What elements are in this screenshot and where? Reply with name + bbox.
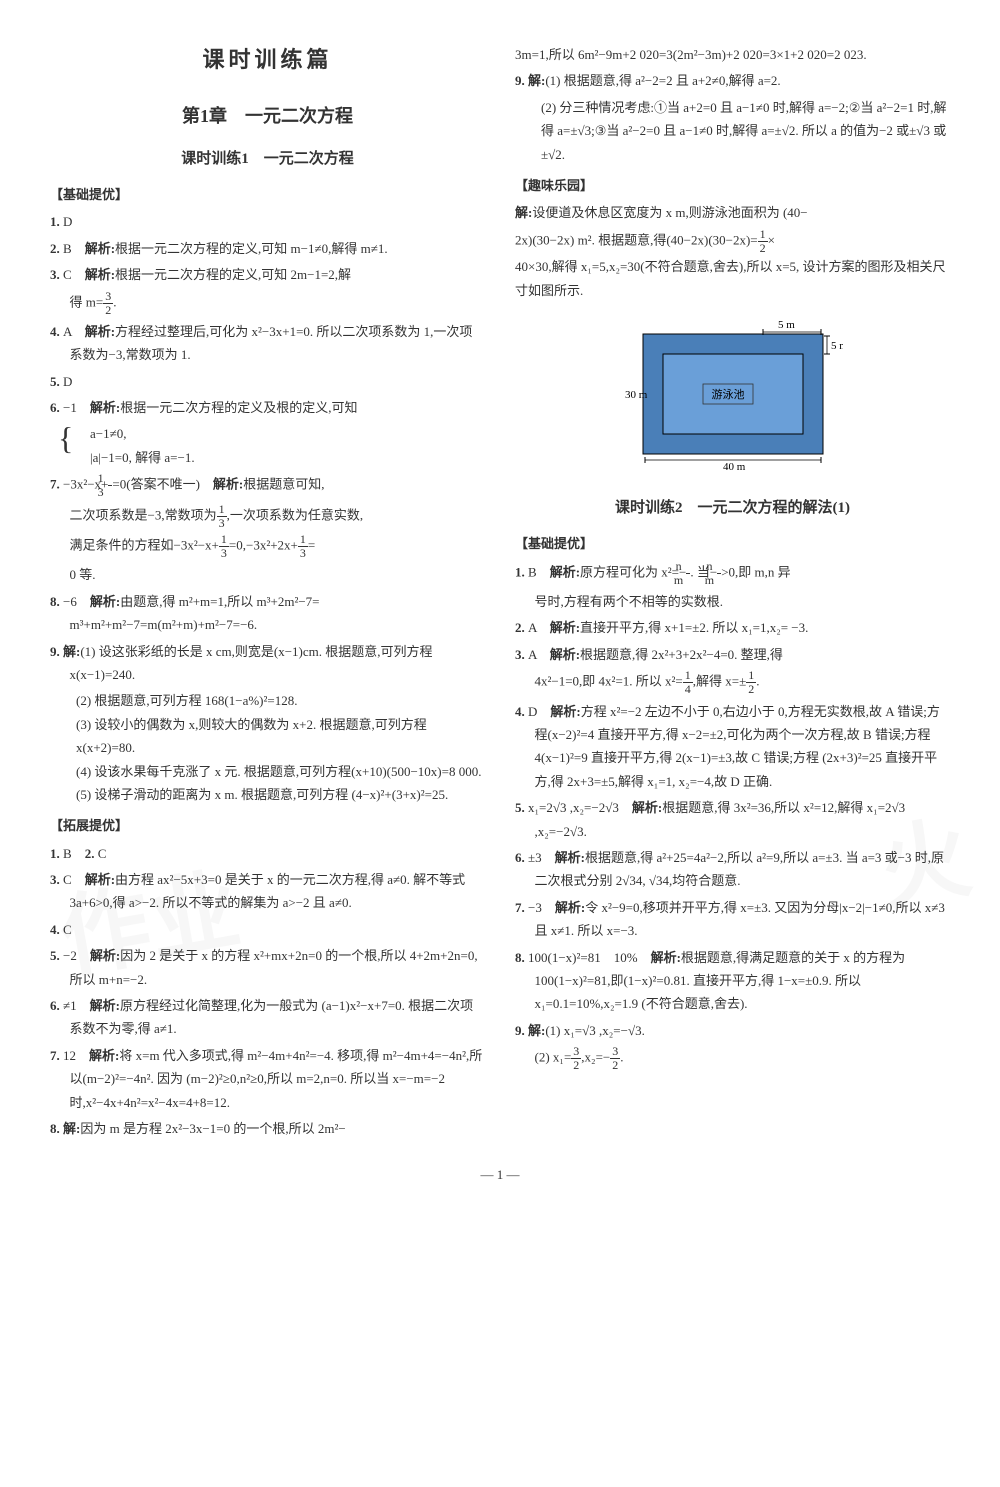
q8: 8. −6 解析:由题意,得 m²+m=1,所以 m³+2m²−7= m³+m²… — [50, 590, 485, 637]
quwei: 解:设便道及休息区宽度为 x m,则游泳池面积为 (40− — [515, 201, 950, 224]
q3-ans: C — [63, 267, 72, 282]
q4-jx: 方程经过整理后,可化为 x²−3x+1=0. 所以二次项系数为 1,一次项系数为… — [70, 324, 473, 362]
diag-top-label: 5 m — [778, 319, 795, 331]
j-q3: 3. A 解析:根据题意,得 2x²+3+2x²−4=0. 整理,得 — [515, 643, 950, 666]
section-jichu: 【基础提优】 — [50, 183, 485, 206]
pool-label: 游泳池 — [711, 387, 744, 401]
pool-diagram: 游泳池 5 m 5 m 30 m 40 m — [623, 314, 843, 481]
j-q8: 8. 100(1−x)²=81 10% 解析:根据题意,得满足题意的关于 x 的… — [515, 946, 950, 1016]
q1: 1. D — [50, 210, 485, 233]
q2-ans: B — [63, 241, 72, 256]
left-column: 课时训练篇 第1章 一元二次方程 课时训练1 一元二次方程 【基础提优】 1. … — [50, 40, 485, 1143]
q2-jx: 根据一元二次方程的定义,可知 m−1≠0,解得 m≠1. — [115, 241, 388, 256]
q6: 6. −1 解析:根据一元二次方程的定义及根的定义,可知 — [50, 396, 485, 419]
j-q6: 6. ±3 解析:根据题意,得 a²+25=4a²−2,所以 a²=9,所以 a… — [515, 846, 950, 893]
lesson-title-1: 课时训练1 一元二次方程 — [50, 146, 485, 173]
chapter-title: 第1章 一元二次方程 — [50, 100, 485, 132]
section-tuozhan: 【拓展提优】 — [50, 814, 485, 837]
q6-sys1: a−1≠0, — [90, 422, 485, 445]
t1: 1. B 2. C — [50, 842, 485, 865]
t8-cont: 3m=1,所以 6m²−9m+2 020=3(2m²−3m)+2 020=3×1… — [515, 43, 950, 66]
q3: 3. C 解析:根据一元二次方程的定义,可知 2m−1=2,解 — [50, 263, 485, 286]
section-jichu-2: 【基础提优】 — [515, 532, 950, 555]
q3-jx-a: 根据一元二次方程的定义,可知 2m−1=2,解 — [115, 267, 351, 282]
page-number: — 1 — — [50, 1163, 950, 1186]
j-q1-l2: 号时,方程有两个不相等的实数根. — [515, 590, 950, 613]
q3-line2: 得 m=32. — [50, 290, 485, 317]
r-q9: 9. 解:(1) 根据题意,得 a²−2=2 且 a+2≠0,解得 a=2. — [515, 69, 950, 92]
q5: 5. D — [50, 370, 485, 393]
frac-3-2: 32 — [103, 290, 113, 317]
section-quwei: 【趣味乐园】 — [515, 174, 950, 197]
q1-ans: D — [63, 214, 72, 229]
q7: 7. −3x²−x+13=0(答案不唯一) 解析:根据题意可知, — [50, 472, 485, 499]
j-q7: 7. −3 解析:令 x²−9=0,移项并开平方,得 x=±3. 又因为分母|x… — [515, 896, 950, 943]
q7-ans-b: =0(答案不唯一) — [112, 477, 200, 492]
q6-ans: −1 — [63, 400, 77, 415]
r-q9-2: (2) 分三种情况考虑:①当 a+2=0 且 a−1≠0 时,解得 a=−2;②… — [515, 96, 950, 166]
j-q1: 1. B 解析:原方程可化为 x²=−nm. 当−nm>0,即 m,n 异 — [515, 560, 950, 587]
diag-bottom-label: 40 m — [723, 461, 746, 473]
right-column: 3m=1,所以 6m²−9m+2 020=3(2m²−3m)+2 020=3×1… — [515, 40, 950, 1143]
diag-left-label: 30 m — [625, 389, 648, 401]
t8: 8. 解:因为 m 是方程 2x²−3x−1=0 的一个根,所以 2m²− — [50, 1117, 485, 1140]
t4: 4. C — [50, 918, 485, 941]
q6-system: a−1≠0, |a|−1=0, 解得 a=−1. — [63, 422, 485, 469]
q4-ans: A — [63, 324, 72, 339]
q9-4: (4) 设该水果每千克涨了 x 元. 根据题意,可列方程(x+10)(500−1… — [50, 760, 485, 783]
q2: 2. B 解析:根据一元二次方程的定义,可知 m−1≠0,解得 m≠1. — [50, 237, 485, 260]
j-q3-l2: 4x²−1=0,即 4x²=1. 所以 x²=14,解得 x=±12. — [515, 669, 950, 696]
t3: 3. C 解析:由方程 ax²−5x+3=0 是关于 x 的一元二次方程,得 a… — [50, 868, 485, 915]
diag-right-label: 5 m — [831, 340, 843, 352]
q9-3: (3) 设较小的偶数为 x,则较大的偶数为 x+2. 根据题意,可列方程 x(x… — [50, 713, 485, 760]
q8-ans: −6 — [63, 594, 77, 609]
t6: 6. ≠1 解析:原方程经过化简整理,化为一般式为 (a−1)x²−x+7=0.… — [50, 994, 485, 1041]
j-q5: 5. x₁=2√3 ,x₂=−2√3 解析:根据题意,得 3x²=36,所以 x… — [515, 796, 950, 843]
q9-5: (5) 设梯子滑动的距离为 x m. 根据题意,可列方程 (4−x)²+(3+x… — [50, 783, 485, 806]
q9-1: (1) 设这张彩纸的长是 x cm,则宽是(x−1)cm. 根据题意,可列方程 … — [70, 644, 433, 682]
jie-label: 解: — [63, 644, 80, 659]
q5-ans: D — [63, 374, 72, 389]
q9-2: (2) 根据题意,可列方程 168(1−a%)²=128. — [50, 689, 485, 712]
q6-tail: 解得 a=−1. — [135, 450, 194, 465]
lesson-title-2: 课时训练2 一元二次方程的解法(1) — [515, 495, 950, 522]
t5: 5. −2 解析:因为 2 是关于 x 的方程 x²+mx+2n=0 的一个根,… — [50, 944, 485, 991]
q7-l2: 二次项系数是−3,常数项为13,一次项系数为任意实数, — [50, 503, 485, 530]
q7-jx: 根据题意可知, — [243, 477, 324, 492]
t7: 7. 12 解析:将 x=m 代入多项式,得 m²−4m+4n²=−4. 移项,… — [50, 1044, 485, 1114]
q4: 4. A 解析:方程经过整理后,可化为 x²−3x+1=0. 所以二次项系数为 … — [50, 320, 485, 367]
q6-sys2: |a|−1=0, — [90, 450, 132, 465]
jiexi-label: 解析: — [85, 241, 115, 256]
two-column-layout: 课时训练篇 第1章 一元二次方程 课时训练1 一元二次方程 【基础提优】 1. … — [50, 40, 950, 1143]
q6-jx: 根据一元二次方程的定义及根的定义,可知 — [120, 400, 357, 415]
main-title: 课时训练篇 — [50, 40, 485, 80]
j-q2: 2. A 解析:直接开平方,得 x+1=±2. 所以 x₁=1,x₂= −3. — [515, 616, 950, 639]
j-q4: 4. D 解析:方程 x²=−2 左边不小于 0,右边小于 0,方程无实数根,故… — [515, 700, 950, 794]
j-q9: 9. 解:(1) x₁=√3 ,x₂=−√3. — [515, 1019, 950, 1042]
q7-l3: 满足条件的方程如−3x²−x+13=0,−3x²+2x+13= — [50, 533, 485, 560]
quwei-l3: 40×30,解得 x₁=5,x₂=30(不符合题意,舍去),所以 x=5, 设计… — [515, 255, 950, 302]
q9: 9. 解:(1) 设这张彩纸的长是 x cm,则宽是(x−1)cm. 根据题意,… — [50, 640, 485, 687]
j-q9-2: (2) x₁=32,x₂=−32. — [515, 1045, 950, 1072]
q7-l4: 0 等. — [50, 563, 485, 586]
quwei-l2: 2x)(30−2x) m². 根据题意,得(40−2x)(30−2x)=12× — [515, 228, 950, 255]
